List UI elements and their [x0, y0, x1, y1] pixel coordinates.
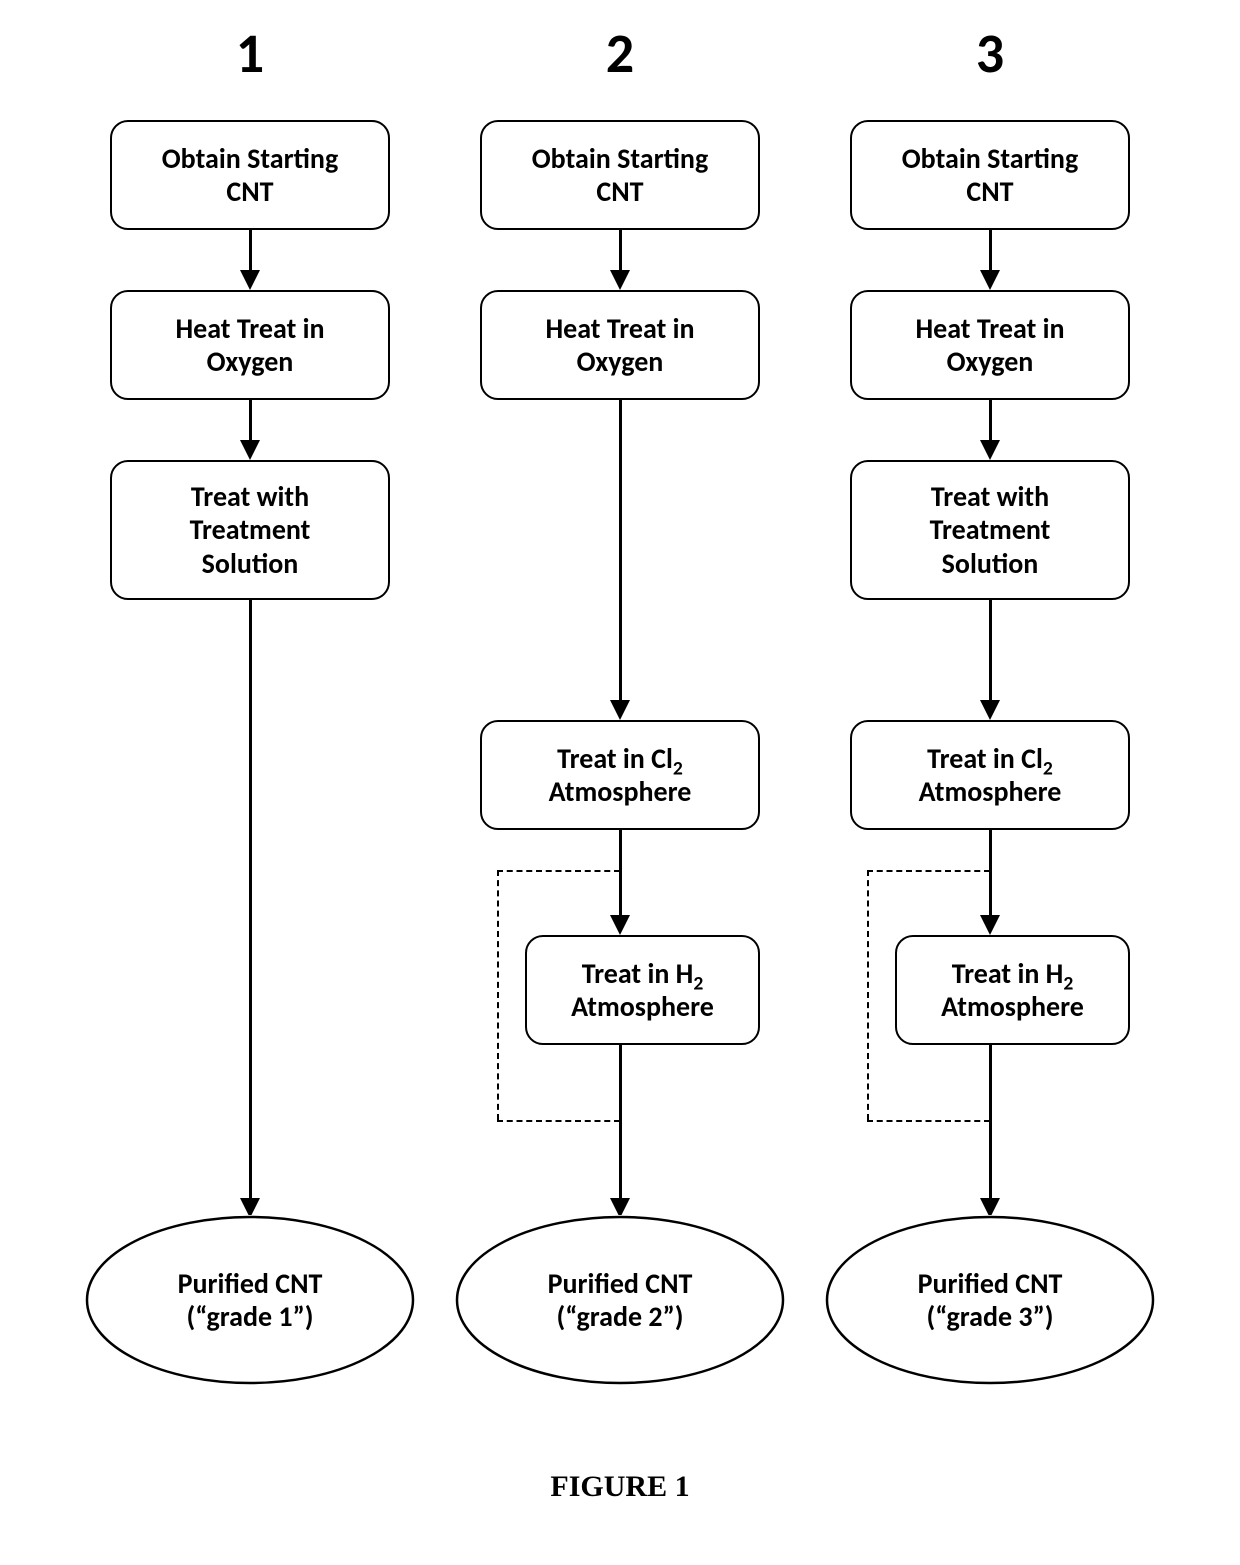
ellipse-label: Purified CNT(“grade 2”) [548, 1267, 693, 1333]
node-label: Treat in Cl2Atmosphere [919, 742, 1062, 808]
col3-heat-node: Heat Treat inOxygen [850, 290, 1130, 400]
arrow [619, 830, 622, 917]
arrow [619, 400, 622, 702]
col2-heat-node: Heat Treat inOxygen [480, 290, 760, 400]
node-label: Obtain StartingCNT [532, 142, 708, 208]
col2-h2-node: Treat in H2Atmosphere [525, 935, 760, 1045]
arrow-head-icon [610, 915, 630, 935]
col2-terminal-ellipse: Purified CNT(“grade 2”) [455, 1215, 785, 1385]
arrow-head-icon [240, 270, 260, 290]
col3-cl2-node: Treat in Cl2Atmosphere [850, 720, 1130, 830]
column-1-header: 1 [190, 20, 310, 88]
arrow [989, 1045, 992, 1200]
arrow [989, 400, 992, 442]
arrow [989, 230, 992, 272]
dashed-bypass [867, 1120, 990, 1122]
col1-treat-solution-node: Treat withTreatmentSolution [110, 460, 390, 600]
arrow-head-icon [980, 440, 1000, 460]
dashed-bypass [867, 870, 990, 872]
figure-caption: FIGURE 1 [0, 1470, 1240, 1504]
node-label: Treat in H2Atmosphere [571, 957, 714, 1023]
flowchart-figure: 1 2 3 Obtain StartingCNT Heat Treat inOx… [0, 0, 1240, 1565]
ellipse-label: Purified CNT(“grade 1”) [178, 1267, 323, 1333]
arrow-head-icon [610, 270, 630, 290]
arrow [989, 830, 992, 917]
node-label: Treat withTreatmentSolution [190, 480, 311, 579]
node-label: Heat Treat inOxygen [175, 312, 324, 378]
column-3-header: 3 [930, 20, 1050, 88]
node-label: Heat Treat inOxygen [545, 312, 694, 378]
col1-heat-node: Heat Treat inOxygen [110, 290, 390, 400]
arrow [249, 400, 252, 442]
arrow-head-icon [240, 440, 260, 460]
dashed-bypass [497, 870, 499, 1120]
col3-obtain-node: Obtain StartingCNT [850, 120, 1130, 230]
col3-treat-solution-node: Treat withTreatmentSolution [850, 460, 1130, 600]
arrow [619, 1045, 622, 1200]
col2-cl2-node: Treat in Cl2Atmosphere [480, 720, 760, 830]
arrow-head-icon [980, 270, 1000, 290]
dashed-bypass [497, 1120, 620, 1122]
dashed-bypass [497, 870, 620, 872]
node-label: Heat Treat inOxygen [915, 312, 1064, 378]
arrow [989, 600, 992, 702]
arrow-head-icon [610, 700, 630, 720]
ellipse-label: Purified CNT(“grade 3”) [918, 1267, 1063, 1333]
arrow [249, 230, 252, 272]
col2-obtain-node: Obtain StartingCNT [480, 120, 760, 230]
arrow-head-icon [980, 915, 1000, 935]
node-label: Treat withTreatmentSolution [930, 480, 1051, 579]
dashed-bypass [867, 870, 869, 1120]
node-label: Obtain StartingCNT [162, 142, 338, 208]
arrow-head-icon [980, 700, 1000, 720]
node-label: Treat in H2Atmosphere [941, 957, 1084, 1023]
col3-h2-node: Treat in H2Atmosphere [895, 935, 1130, 1045]
node-label: Obtain StartingCNT [902, 142, 1078, 208]
col3-terminal-ellipse: Purified CNT(“grade 3”) [825, 1215, 1155, 1385]
arrow [619, 230, 622, 272]
arrow [249, 600, 252, 1200]
node-label: Treat in Cl2Atmosphere [549, 742, 692, 808]
col1-terminal-ellipse: Purified CNT(“grade 1”) [85, 1215, 415, 1385]
col1-obtain-node: Obtain StartingCNT [110, 120, 390, 230]
column-2-header: 2 [560, 20, 680, 88]
